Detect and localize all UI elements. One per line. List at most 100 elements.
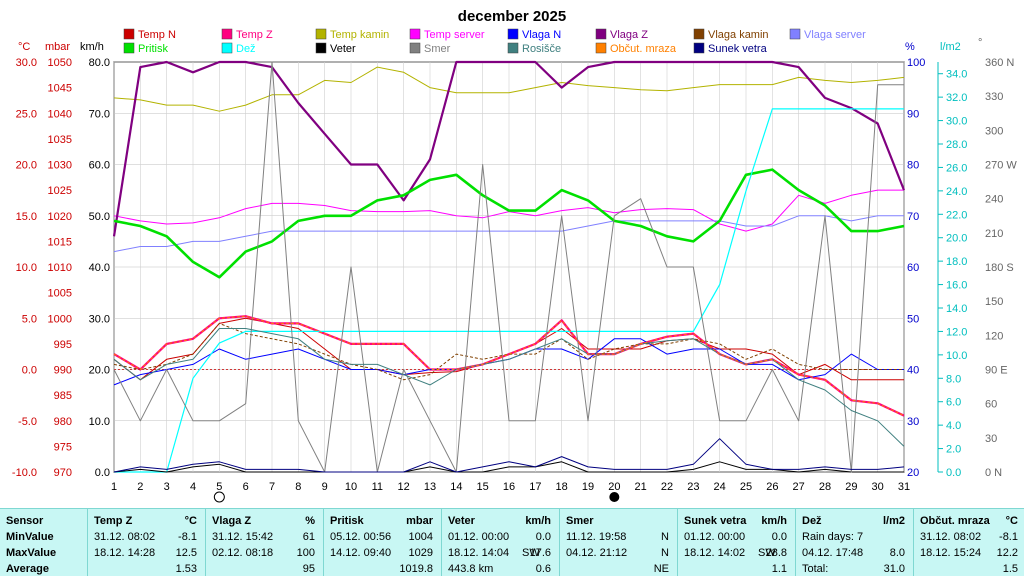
direction-tick-label: 120 bbox=[985, 330, 1003, 342]
x-tick-label: 14 bbox=[450, 481, 462, 493]
humidity-tick-label: 50 bbox=[907, 313, 919, 325]
dez-max-val: 8.0 bbox=[889, 547, 905, 559]
stats-panel-sensor: Sensor MinValue MaxValue Average bbox=[0, 509, 88, 576]
rain-tick-label: 26.0 bbox=[946, 162, 967, 174]
x-tick-label: 24 bbox=[714, 481, 726, 493]
dez-unit: l/m2 bbox=[882, 515, 905, 527]
x-tick-label: 11 bbox=[372, 481, 383, 493]
series-line bbox=[113, 168, 905, 279]
obcut-unit: °C bbox=[1005, 515, 1018, 527]
weather-chart: december 2025 Temp N Temp Z Temp kamin Temp … bbox=[12, 8, 1017, 503]
pritisk-min-time: 05.12. 00:56 bbox=[330, 531, 392, 543]
temp-tick-label: 5.0 bbox=[22, 313, 37, 325]
legend-label: Temp server bbox=[424, 29, 485, 41]
direction-tick-label: 0 N bbox=[985, 467, 1002, 479]
veter-min-val: 0.0 bbox=[535, 531, 551, 543]
sunek-unit: km/h bbox=[761, 515, 787, 527]
legend-swatch bbox=[595, 28, 607, 40]
pritisk-max-time: 14.12. 09:40 bbox=[330, 547, 392, 559]
pressure-tick-label: 970 bbox=[54, 467, 72, 479]
rain-tick-label: 10.0 bbox=[946, 350, 967, 362]
rain-tick-label: 32.0 bbox=[946, 92, 967, 104]
legend-label: Sunek vetra bbox=[708, 43, 768, 55]
humidity-tick-label: 80 bbox=[907, 160, 919, 172]
legend-swatch bbox=[693, 42, 705, 54]
pressure-tick-label: 995 bbox=[54, 339, 72, 351]
pritisk-title: Pritisk bbox=[330, 515, 364, 527]
legend-swatch bbox=[409, 28, 421, 40]
dez-rain-days: Rain days: 7 bbox=[802, 531, 864, 543]
veter-max-dir: SW bbox=[522, 547, 540, 559]
legend-label: Občut. mraza bbox=[610, 43, 677, 55]
pritisk-min-val: 1004 bbox=[408, 531, 433, 543]
legend-swatch bbox=[123, 42, 135, 54]
legend-swatch bbox=[507, 42, 519, 54]
direction-tick-label: 300 bbox=[985, 125, 1003, 137]
pressure-tick-label: 1000 bbox=[48, 313, 72, 325]
pritisk-avg: 1019.8 bbox=[399, 563, 433, 575]
legend-swatch bbox=[409, 42, 421, 54]
rain-tick-label: 20.0 bbox=[946, 233, 967, 245]
legend-label: Dež bbox=[236, 43, 256, 55]
legend-label: Vlaga N bbox=[522, 29, 561, 41]
sunek-min-time: 01.12. 00:00 bbox=[684, 531, 746, 543]
x-tick-label: 23 bbox=[687, 481, 699, 493]
pressure-tick-label: 1050 bbox=[48, 57, 72, 69]
temp-tick-label: 20.0 bbox=[16, 160, 37, 172]
stats-panel-sunek: Sunek vetra km/h 01.12. 00:00 0.0 18.12. 1… bbox=[678, 509, 796, 576]
veter-max-time: 18.12. 14:04 bbox=[448, 547, 510, 559]
legend-label: Veter bbox=[330, 43, 356, 55]
series-line bbox=[113, 328, 905, 447]
x-tick-label: 18 bbox=[556, 481, 568, 493]
rain-tick-label: 0.0 bbox=[946, 467, 961, 479]
legend-swatch bbox=[221, 42, 233, 54]
pressure-tick-label: 990 bbox=[54, 365, 72, 377]
smer-avg: NE bbox=[653, 563, 669, 575]
direction-tick-label: 270 W bbox=[985, 160, 1017, 172]
x-tick-label: 6 bbox=[243, 481, 249, 493]
x-tick-label: 26 bbox=[766, 481, 778, 493]
min-label: MinValue bbox=[6, 531, 54, 543]
obcut-max-val: 12.2 bbox=[996, 547, 1018, 559]
pressure-tick-label: 1020 bbox=[48, 211, 72, 223]
temp-z-min-val: -8.1 bbox=[178, 531, 197, 543]
stats-panel-veter: Veter km/h 01.12. 00:00 0.0 18.12. 14:04 SW… bbox=[442, 509, 560, 576]
direction-tick-label: 30 bbox=[985, 433, 997, 445]
legend-label: Vlaga Z bbox=[610, 29, 648, 41]
direction-tick-label: 240 bbox=[985, 194, 1003, 206]
pressure-tick-label: 1035 bbox=[48, 134, 72, 146]
pressure-tick-label: 1015 bbox=[48, 236, 72, 248]
pressure-tick-label: 1040 bbox=[48, 108, 72, 120]
wind-tick-label: 50.0 bbox=[89, 211, 110, 223]
x-tick-label: 30 bbox=[872, 481, 884, 493]
obcut-title: Občut. mraza bbox=[920, 515, 990, 527]
vlaga-z-max-time: 02.12. 08:18 bbox=[212, 547, 274, 559]
temp-tick-label: 0.0 bbox=[22, 365, 37, 377]
rain-tick-label: 2.0 bbox=[946, 444, 961, 456]
rain-tick-label: 8.0 bbox=[946, 373, 961, 385]
legend-label: Pritisk bbox=[138, 43, 168, 55]
avg-label: Average bbox=[6, 563, 50, 575]
wind-tick-label: 20.0 bbox=[89, 365, 110, 377]
temp-z-title: Temp Z bbox=[94, 515, 133, 527]
series-line bbox=[113, 438, 905, 473]
sunek-max-time: 18.12. 14:02 bbox=[684, 547, 746, 559]
legend-swatch bbox=[315, 42, 327, 54]
x-tick-label: 2 bbox=[137, 481, 143, 493]
pressure-tick-label: 975 bbox=[54, 441, 72, 453]
legend-label: Temp Z bbox=[236, 29, 273, 41]
temp-z-max-val: 12.5 bbox=[175, 547, 197, 559]
x-tick-label: 16 bbox=[503, 481, 515, 493]
legend-label: Smer bbox=[424, 43, 451, 55]
temp-tick-label: 15.0 bbox=[16, 211, 37, 223]
sunek-title: Sunek vetra bbox=[684, 515, 747, 527]
obcut-min-time: 31.12. 08:02 bbox=[920, 531, 982, 543]
wind-tick-label: 80.0 bbox=[89, 57, 110, 69]
legend-swatch bbox=[221, 28, 233, 40]
rain-tick-label: 28.0 bbox=[946, 139, 967, 151]
veter-unit: km/h bbox=[525, 515, 551, 527]
humidity-tick-label: 20 bbox=[907, 467, 919, 479]
direction-axis-unit: ° bbox=[978, 37, 982, 49]
series-line bbox=[113, 322, 904, 381]
smer-max-time: 04.12. 21:12 bbox=[566, 547, 628, 559]
